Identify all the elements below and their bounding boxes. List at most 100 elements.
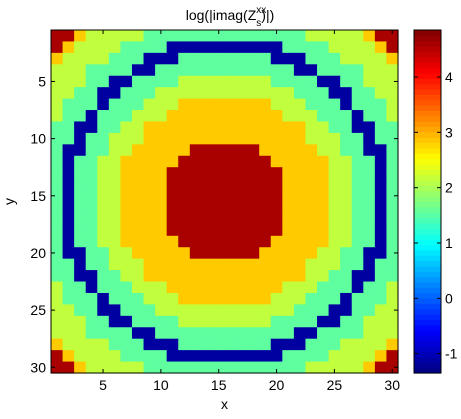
- heatmap-cell: [247, 281, 260, 294]
- heatmap-cell: [85, 75, 98, 88]
- heatmap-cell: [259, 235, 272, 248]
- heatmap-cell: [74, 121, 87, 134]
- heatmap-cell: [97, 270, 110, 283]
- heatmap-cell: [51, 361, 64, 374]
- heatmap-cell: [374, 258, 388, 271]
- heatmap-cell: [328, 224, 341, 237]
- heatmap-cell: [212, 64, 226, 77]
- heatmap-cell: [224, 361, 237, 374]
- heatmap-cell: [236, 315, 249, 328]
- heatmap-cell: [143, 224, 156, 237]
- heatmap-cell: [317, 190, 330, 203]
- colorbar-strip: [414, 131, 441, 138]
- heatmap-cell: [374, 327, 388, 340]
- colorbar-strip: [414, 83, 441, 90]
- heatmap-cell: [178, 212, 191, 225]
- colorbar-tick-label: 4: [445, 69, 453, 85]
- y-tick-label: 10: [30, 131, 46, 147]
- heatmap-cell: [305, 212, 318, 225]
- heatmap-cell: [85, 338, 98, 351]
- heatmap-cell: [201, 315, 214, 328]
- heatmap-cell: [247, 30, 260, 43]
- colorbar-strip: [414, 180, 441, 187]
- heatmap-cell: [305, 281, 318, 294]
- heatmap-cell: [340, 87, 353, 100]
- heatmap-cell: [74, 64, 87, 77]
- colorbar-strip: [414, 35, 441, 42]
- heatmap-cell: [189, 270, 202, 283]
- heatmap-cell: [166, 132, 179, 145]
- colorbar-strip: [414, 228, 441, 235]
- heatmap-cell: [131, 132, 145, 145]
- heatmap-cell: [247, 64, 260, 77]
- heatmap-cell: [224, 121, 237, 134]
- heatmap-cell: [259, 30, 272, 43]
- heatmap-cell: [51, 224, 64, 237]
- heatmap-cell: [51, 327, 64, 340]
- heatmap-cell: [62, 350, 75, 363]
- heatmap-cell: [62, 132, 75, 145]
- heatmap-cell: [282, 281, 295, 294]
- heatmap-cell: [155, 281, 168, 294]
- heatmap-cell: [62, 121, 75, 134]
- heatmap-cell: [62, 270, 75, 283]
- heatmap-cell: [293, 167, 307, 180]
- heatmap-cell: [62, 258, 75, 271]
- heatmap-cell: [340, 270, 353, 283]
- heatmap-cell: [62, 361, 75, 374]
- chart-title-subscript: s: [256, 18, 261, 29]
- heatmap-cell: [166, 64, 179, 77]
- heatmap-cell: [374, 235, 388, 248]
- heatmap-cell: [85, 361, 98, 374]
- heatmap-cell: [74, 41, 87, 54]
- heatmap-cell: [293, 247, 307, 260]
- heatmap-cell: [340, 75, 353, 88]
- colorbar-tick-label: 3: [445, 124, 453, 140]
- heatmap-cell: [247, 98, 260, 111]
- heatmap-cell: [120, 281, 133, 294]
- heatmap-cell: [189, 52, 202, 65]
- heatmap-cell: [178, 167, 191, 180]
- heatmap-cell: [178, 98, 191, 111]
- heatmap-cell: [178, 144, 191, 157]
- heatmap-cell: [62, 315, 75, 328]
- heatmap-cell: [178, 190, 191, 203]
- heatmap-cell: [85, 258, 98, 271]
- heatmap-cell: [74, 235, 87, 248]
- heatmap-cell: [259, 201, 272, 214]
- y-tick-label: 30: [30, 359, 46, 375]
- heatmap-cell: [386, 98, 399, 111]
- heatmap-cell: [97, 247, 110, 260]
- heatmap-cell: [166, 270, 179, 283]
- heatmap-cell: [386, 327, 399, 340]
- heatmap-cell: [270, 144, 283, 157]
- heatmap-cell: [270, 327, 283, 340]
- heatmap-cell: [155, 121, 168, 134]
- heatmap-cell: [166, 110, 179, 123]
- colorbar-strip: [414, 281, 441, 288]
- heatmap-cell: [212, 350, 226, 363]
- heatmap-cell: [351, 64, 364, 77]
- heatmap-cell: [270, 304, 283, 317]
- heatmap-cell: [236, 87, 249, 100]
- heatmap-cell: [178, 75, 191, 88]
- heatmap-cell: [62, 247, 75, 260]
- heatmap-cell: [247, 87, 260, 100]
- heatmap-cell: [155, 110, 168, 123]
- heatmap-cell: [236, 281, 249, 294]
- heatmap-cell: [178, 281, 191, 294]
- heatmap-cell: [374, 155, 388, 168]
- colorbar-strip: [414, 297, 441, 304]
- heatmap-cell: [166, 75, 179, 88]
- heatmap-cell: [51, 270, 64, 283]
- heatmap-cell: [212, 167, 226, 180]
- heatmap-cell: [328, 30, 341, 43]
- heatmap-cell: [351, 258, 364, 271]
- heatmap-cell: [374, 270, 388, 283]
- heatmap-cell: [189, 292, 202, 305]
- heatmap-cell: [131, 361, 145, 374]
- heatmap-cell: [363, 87, 376, 100]
- heatmap-cell: [270, 292, 283, 305]
- heatmap-cell: [363, 224, 376, 237]
- heatmap-cell: [51, 178, 64, 191]
